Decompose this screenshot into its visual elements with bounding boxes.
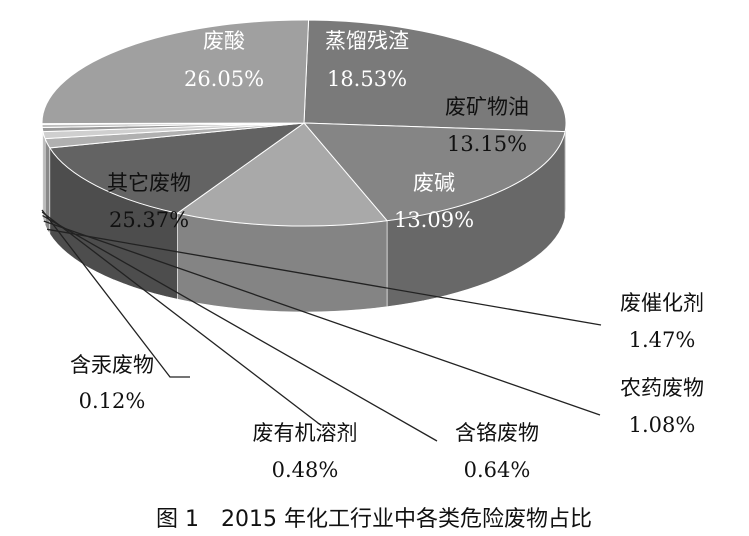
- callout-label-5: 农药废物: [620, 376, 704, 400]
- pie-slice-0: [303, 19, 567, 133]
- pie-side-2: [177, 212, 388, 313]
- pie-slice-3: [48, 122, 306, 214]
- callout-label-8: 含汞废物: [70, 353, 154, 377]
- leader-line-5: [43, 220, 601, 416]
- slice-value-3: 13.09%: [394, 208, 474, 232]
- callout-label-7: 废有机溶剂: [253, 421, 358, 445]
- callout-value-4: 1.47%: [629, 328, 696, 352]
- leader-line-6: [42, 215, 438, 442]
- leader-line-7: [41, 211, 319, 424]
- slice-label-1: 蒸馏残渣: [325, 29, 409, 53]
- pie-slice-9: [41, 19, 310, 125]
- slice-value-2: 13.15%: [447, 132, 527, 156]
- callout-value-7: 0.48%: [272, 458, 339, 482]
- slice-value-1: 18.53%: [327, 67, 407, 91]
- leader-lines: [41, 209, 602, 442]
- pie-slice-1: [302, 122, 566, 222]
- pie-slice-2: [176, 122, 389, 227]
- slice-label-3: 废碱: [413, 171, 455, 195]
- slice-value-0: 26.05%: [184, 67, 264, 91]
- leader-line-8: [41, 209, 190, 378]
- callout-label-4: 废催化剂: [620, 291, 704, 315]
- slice-label-0: 废酸: [203, 29, 245, 53]
- slice-label-9: 其它废物: [107, 171, 191, 195]
- callout-value-8: 0.12%: [79, 389, 146, 413]
- callout-value-6: 0.64%: [464, 458, 531, 482]
- pie-slices: [41, 19, 567, 227]
- callout-value-5: 1.08%: [629, 413, 696, 437]
- slice-label-2: 废矿物油: [445, 95, 529, 119]
- figure-caption: 图 1 2015 年化工行业中各类危险废物占比: [156, 507, 592, 532]
- leader-line-4: [46, 228, 602, 326]
- slice-labels: 废酸 26.05% 蒸馏残渣 18.53% 废矿物油 13.15% 废碱 13.09% 废催化剂…: [70, 29, 704, 482]
- slice-value-9: 25.37%: [109, 208, 189, 232]
- callout-label-6: 含铬废物: [455, 421, 539, 445]
